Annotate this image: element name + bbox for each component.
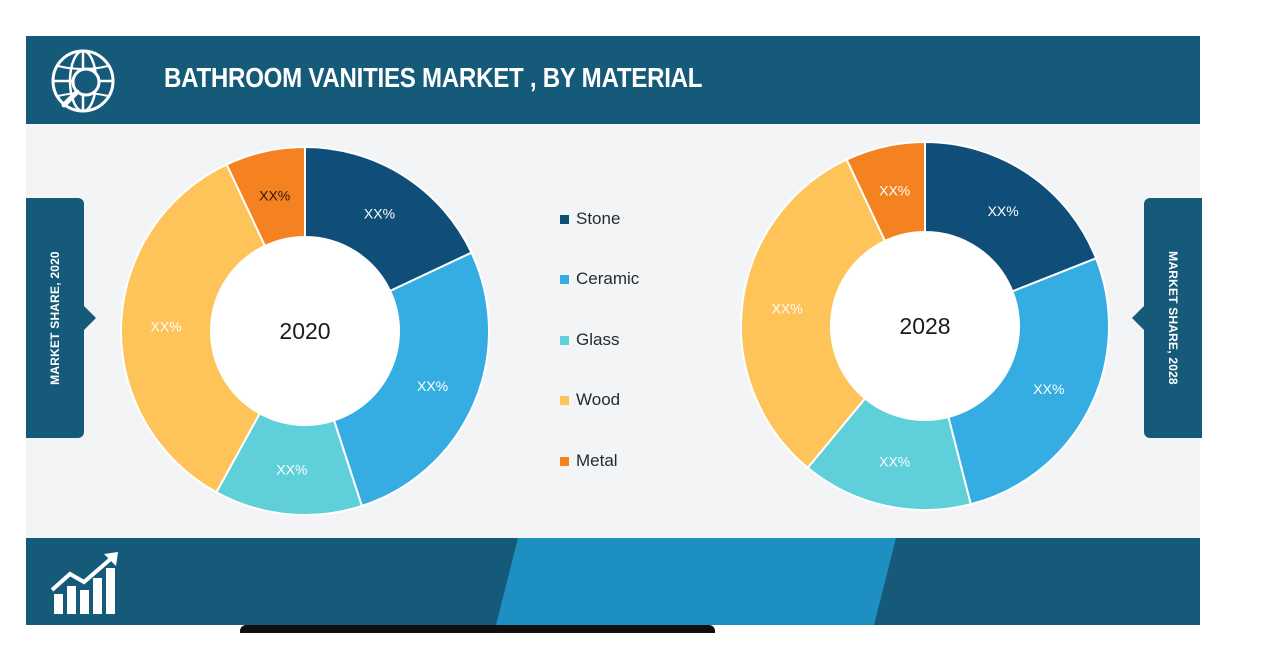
donut-2028-center-label: 2028 [899, 313, 950, 339]
market-share-2020-tab: MARKET SHARE, 2020 [26, 198, 96, 438]
growth-chart-icon [50, 552, 118, 614]
donut-2028-slice-wood [740, 158, 887, 470]
legend-item-glass: Glass [560, 328, 619, 352]
donut-2020-label-glass: XX% [276, 461, 307, 477]
donut-2020-label-stone: XX% [364, 206, 395, 222]
bottom-shadow-bar [240, 625, 715, 633]
donut-2020-slice-metal [225, 145, 306, 248]
legend-item-ceramic: Ceramic [560, 267, 639, 291]
donut-2020-slice-wood [120, 163, 267, 494]
donut-2028-label-glass: XX% [879, 454, 910, 470]
donut-2020-center [212, 238, 398, 424]
donut-2020-label-ceramic: XX% [417, 378, 448, 394]
donut-2020-slice-ceramic [332, 251, 490, 508]
page-title: BATHROOM VANITIES MARKET , BY MATERIAL [164, 62, 703, 93]
donut-2028-label-wood: XX% [772, 301, 803, 317]
legend-item-metal: Metal [560, 449, 618, 473]
legend-item-stone: Stone [560, 207, 620, 231]
legend-label-wood: Wood [576, 390, 621, 409]
legend-swatch-stone [560, 214, 569, 224]
legend-swatch-wood [560, 395, 569, 405]
globe-search-icon [51, 49, 115, 113]
donut-2028-slice-glass [806, 397, 972, 511]
header-banner: BATHROOM VANITIES MARKET , BY MATERIAL [26, 36, 1200, 124]
donut-2020-center-label: 2020 [279, 318, 330, 344]
donut-2028-label-ceramic: XX% [1033, 381, 1064, 397]
donut-2020-label-wood: XX% [151, 319, 182, 335]
legend-swatch-ceramic [560, 274, 569, 284]
legend-label-stone: Stone [576, 209, 621, 228]
donut-2020-label-metal: XX% [259, 187, 290, 203]
legend-label-metal: Metal [576, 451, 618, 470]
legend-item-wood: Wood [560, 388, 620, 412]
donut-2028-label-stone: XX% [988, 203, 1019, 219]
footer-banner [26, 538, 1200, 625]
donut-2028-slice-stone [924, 140, 1098, 293]
legend-label-ceramic: Ceramic [576, 269, 640, 288]
legend-swatch-metal [560, 456, 569, 466]
legend-swatch-glass [560, 335, 569, 345]
donut-2028-center [832, 233, 1018, 419]
footer-accent-band [496, 538, 896, 625]
legend-label-glass: Glass [576, 330, 620, 349]
donut-2028-slice-ceramic [947, 256, 1110, 506]
donut-2028-label-metal: XX% [879, 182, 910, 198]
donut-2028-slice-metal [845, 140, 926, 243]
market-share-2028-tab: MARKET SHARE, 2028 [1132, 198, 1202, 438]
donut-2020-slice-stone [304, 145, 473, 293]
